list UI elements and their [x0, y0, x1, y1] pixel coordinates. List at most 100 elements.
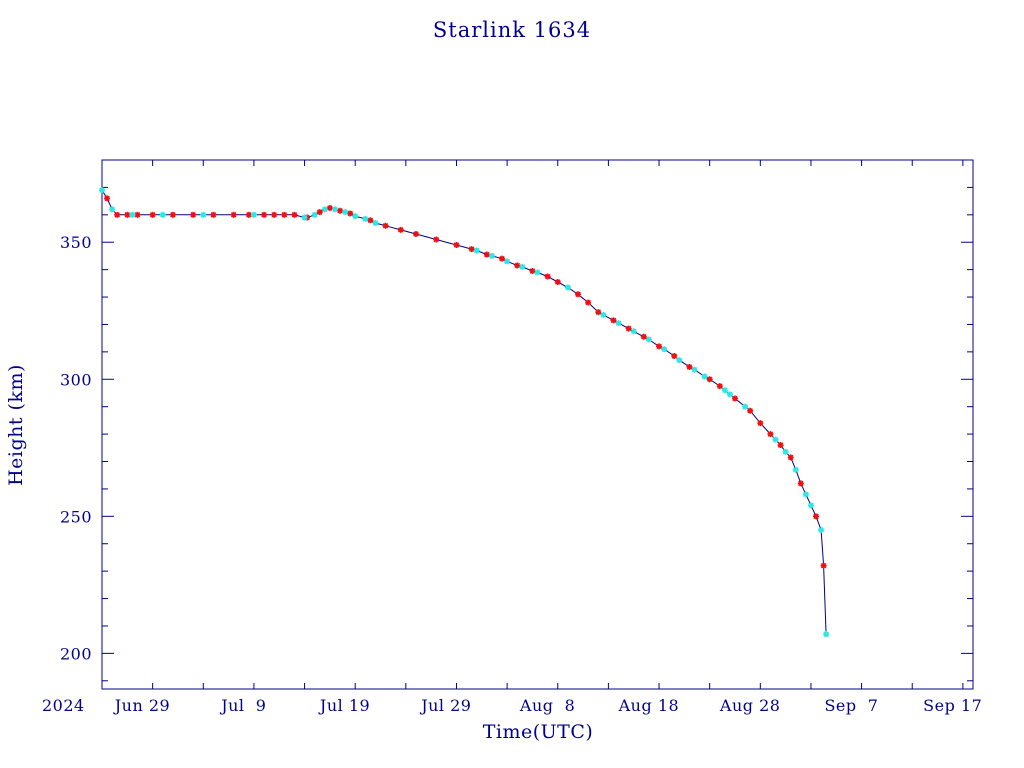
data-point [149, 211, 156, 218]
year-label: 2024 [42, 696, 85, 715]
y-tick-label: 350 [60, 233, 92, 252]
trajectory-line [101, 189, 827, 635]
data-point [301, 214, 308, 221]
plot-frame [101, 159, 974, 690]
data-point [645, 336, 652, 343]
data-point [291, 211, 298, 218]
data-point [316, 209, 323, 216]
data-point [281, 211, 288, 218]
data-point [625, 325, 632, 332]
data-point [124, 211, 131, 218]
data-point [519, 263, 526, 270]
data-point [271, 211, 278, 218]
data-point [453, 241, 460, 248]
data-point [397, 226, 404, 233]
data-point [575, 291, 582, 298]
data-point [109, 206, 116, 213]
data-point [99, 187, 105, 194]
x-tick-label: Jul 19 [318, 696, 370, 715]
data-point [701, 373, 708, 380]
data-point [473, 247, 480, 254]
data-point [716, 383, 723, 390]
data-point [129, 211, 136, 218]
data-point [326, 204, 333, 211]
data-point [504, 258, 511, 265]
data-point [792, 466, 799, 473]
data-point [331, 206, 338, 213]
x-tick-label: Sep 7 [824, 696, 878, 715]
data-point [585, 299, 592, 306]
x-tick-label: Jul 9 [219, 696, 266, 715]
data-point [600, 311, 607, 318]
data-point [544, 273, 551, 280]
data-point [134, 211, 141, 218]
data-point [190, 211, 197, 218]
data-point [342, 209, 349, 216]
data-point [230, 211, 237, 218]
data-point [706, 376, 713, 383]
data-point [367, 217, 374, 224]
data-point [686, 363, 693, 370]
data-point [731, 395, 738, 402]
data-point [311, 211, 318, 218]
data-point [661, 346, 668, 353]
data-point [691, 366, 698, 373]
data-point [813, 513, 820, 520]
data-point [488, 252, 495, 259]
x-tick-label: Aug 18 [618, 696, 680, 715]
data-point [321, 206, 328, 213]
data-point [676, 357, 683, 364]
data-point [640, 333, 647, 340]
data-point [372, 220, 379, 227]
data-point [382, 222, 389, 229]
data-point [433, 236, 440, 243]
x-tick-label: Aug 28 [719, 696, 781, 715]
data-point [468, 246, 475, 253]
height-trend-line [101, 189, 827, 635]
data-point [656, 343, 663, 350]
data-point [595, 309, 602, 316]
data-point [787, 454, 794, 461]
data-point [514, 262, 521, 269]
data-point [742, 403, 749, 410]
data-point [347, 210, 354, 217]
y-axis-label: Height (km) [5, 364, 27, 486]
axis-ticks [101, 159, 973, 689]
y-tick-label: 300 [60, 370, 92, 389]
x-tick-label: Jul 29 [419, 696, 471, 715]
data-point [630, 328, 637, 335]
data-point [823, 631, 830, 638]
data-point [802, 491, 809, 498]
data-point [483, 251, 490, 258]
data-point [820, 562, 827, 569]
data-point [818, 527, 825, 534]
data-point [767, 431, 774, 438]
x-axis-label: Time(UTC) [483, 721, 594, 743]
x-tick-label: Jun 29 [113, 696, 170, 715]
data-point [615, 320, 622, 327]
data-point [757, 420, 764, 427]
x-tick-labels: Jun 29 Jul 9 Jul 19 Jul 29 Aug 8 Aug 18 Aug 28… [113, 696, 982, 715]
y-tick-label: 250 [60, 507, 92, 526]
x-tick-label: Sep 17 [923, 696, 982, 715]
data-point [554, 278, 561, 285]
data-point [245, 211, 252, 218]
data-point [352, 213, 359, 220]
data-point [610, 317, 617, 324]
chart-title: Starlink 1634 [433, 18, 591, 42]
data-point [772, 436, 779, 443]
data-point [104, 195, 111, 202]
data-point [412, 231, 419, 238]
data-point [250, 211, 257, 218]
data-point [747, 407, 754, 414]
data-point [807, 502, 814, 509]
data-point [721, 387, 728, 394]
data-point [337, 207, 344, 214]
y-tick-labels: 200 250 300 350 [60, 233, 92, 663]
data-point [200, 211, 207, 218]
data-point [726, 391, 733, 398]
x-tick-label: Aug 8 [519, 696, 575, 715]
data-point [797, 480, 804, 487]
data-point [114, 211, 121, 218]
